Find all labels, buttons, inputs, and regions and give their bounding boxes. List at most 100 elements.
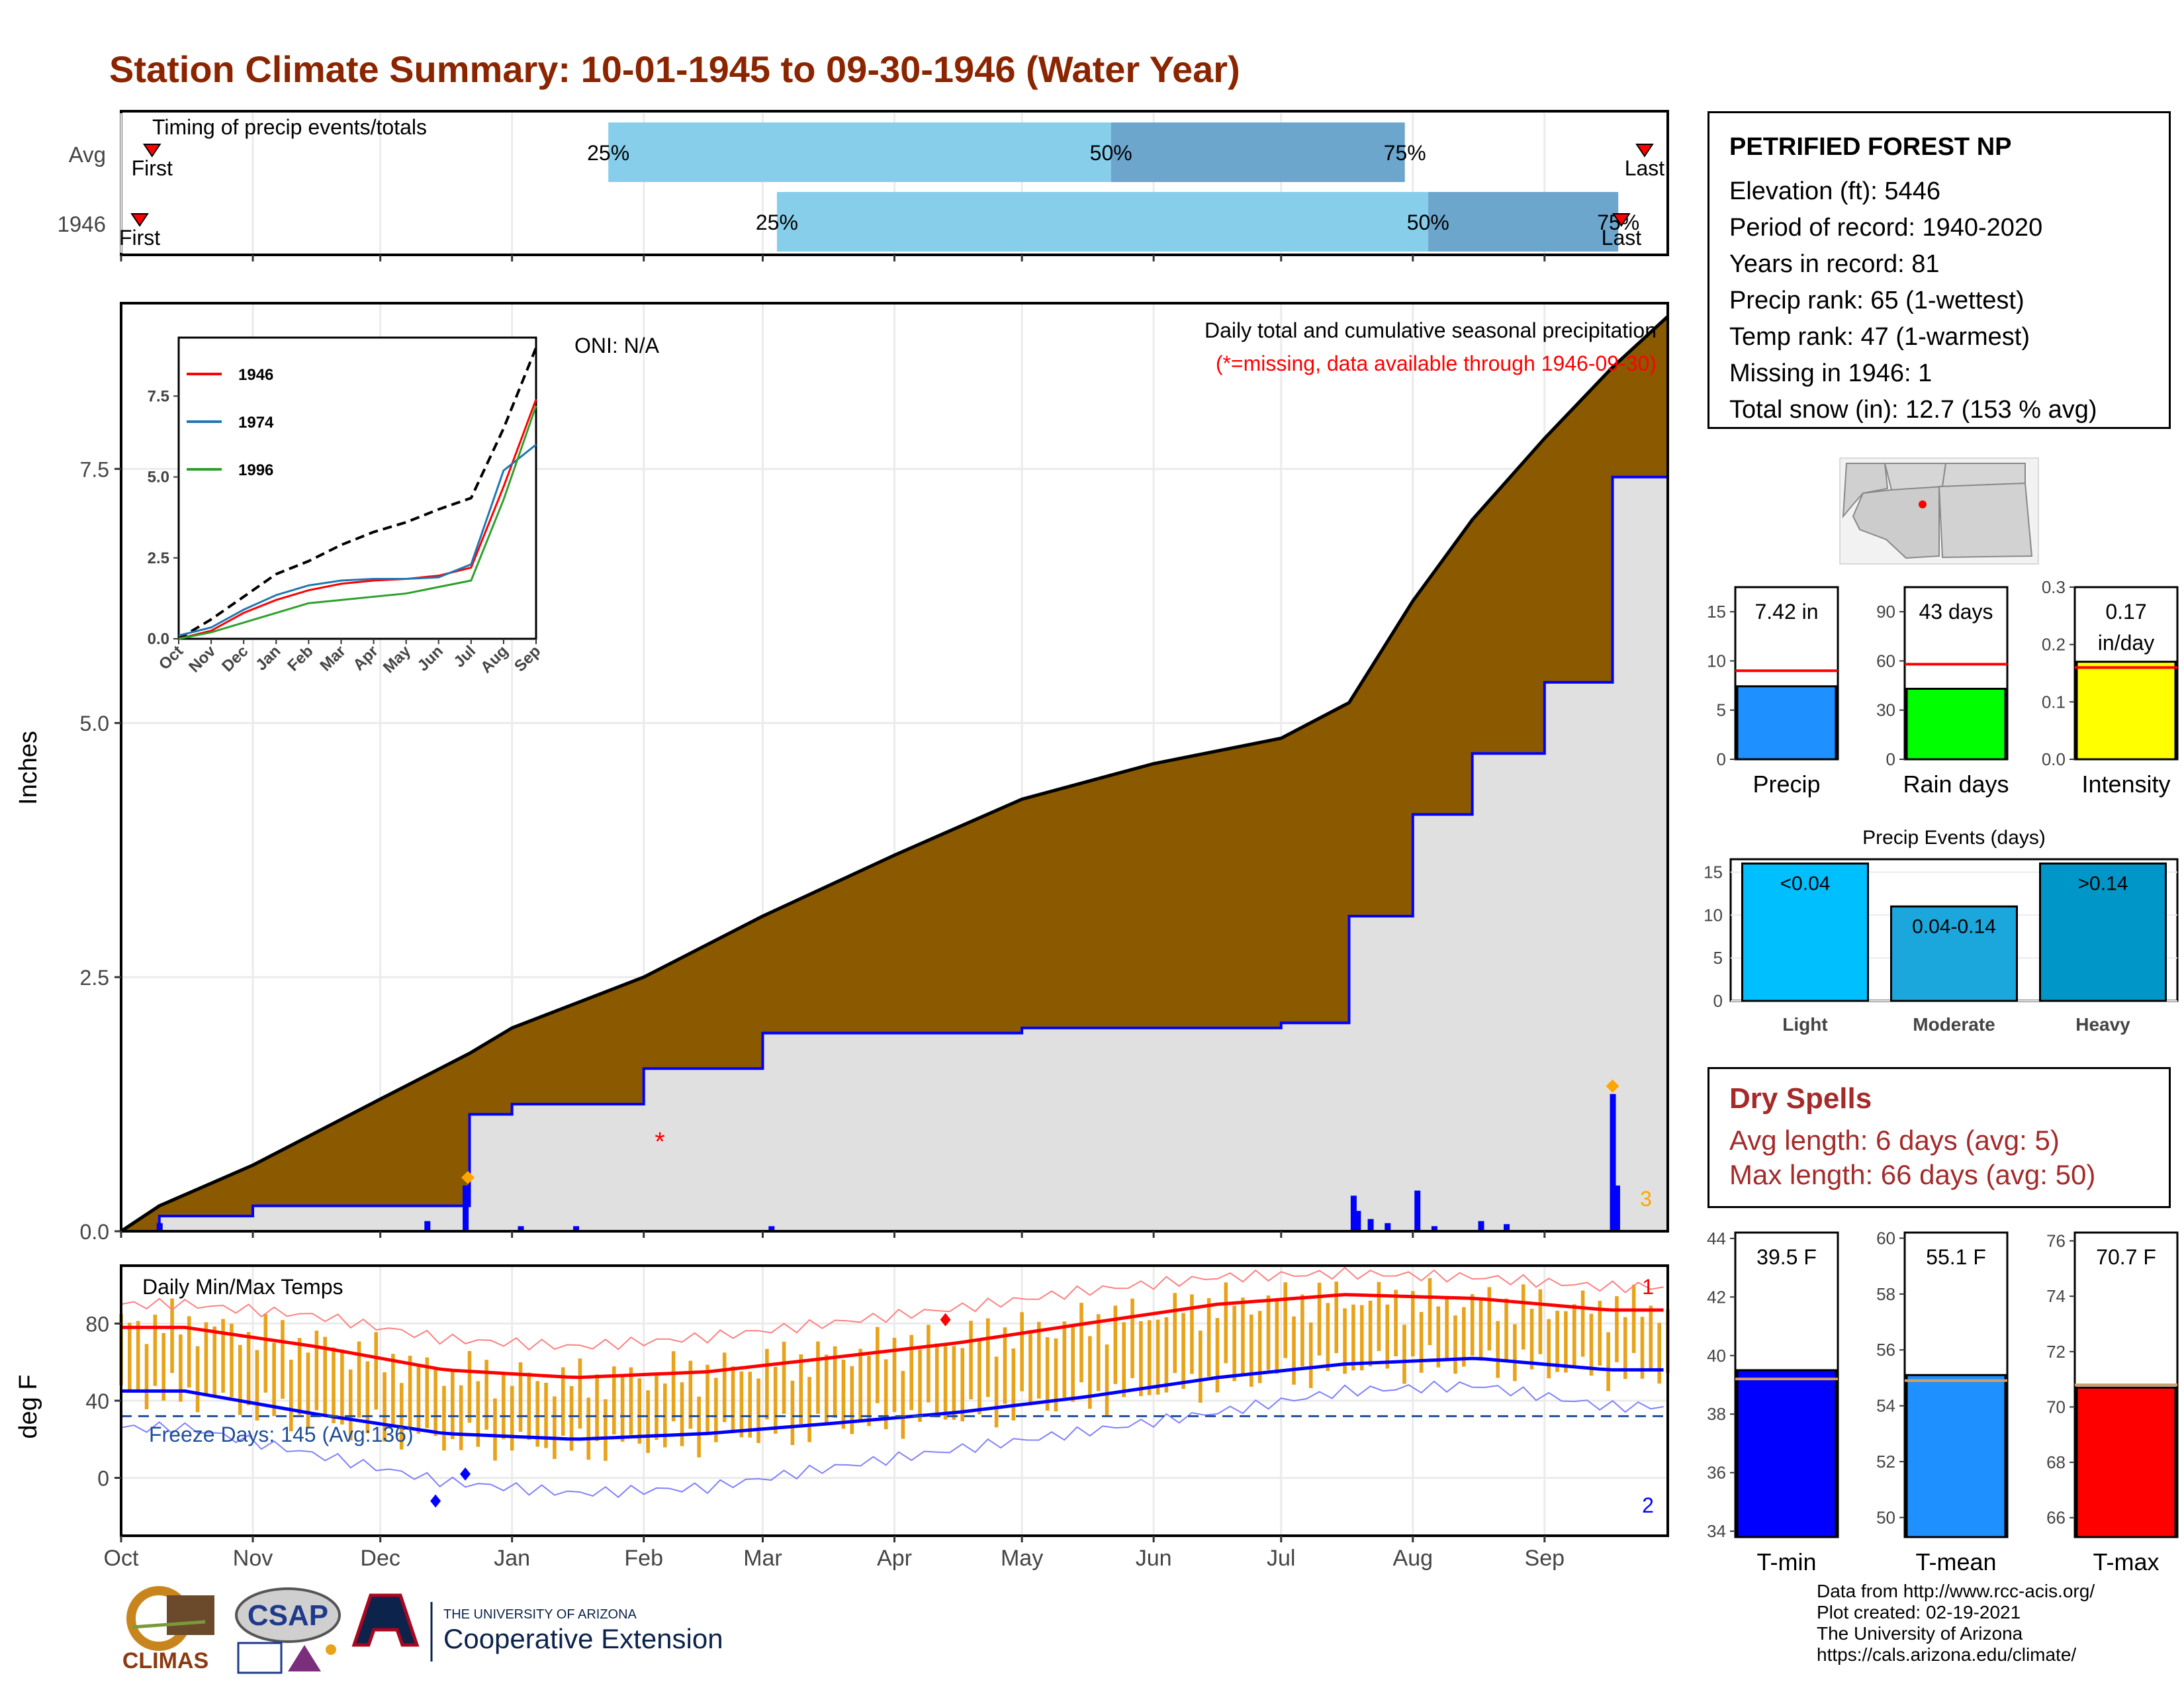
temp-ytick-label: 0: [97, 1467, 109, 1491]
tmean-summary-ytick-label: 50: [1876, 1507, 1895, 1527]
tmin-summary-ytick-label: 44: [1707, 1229, 1726, 1248]
tmax-summary-ytick-label: 74: [2046, 1286, 2066, 1306]
daily-temp-bar: [1564, 1311, 1568, 1373]
daily-temp-bar: [985, 1318, 990, 1397]
inset-legend-label: 1996: [238, 461, 273, 479]
timing-bar-q25-q50: [776, 192, 1428, 252]
dry-spells-box: Dry Spells Avg length: 6 days (avg: 5) M…: [1707, 1067, 2171, 1208]
daily-precip-bar: [1431, 1226, 1437, 1231]
daily-temp-bar: [425, 1357, 430, 1429]
timing-label-25: 25%: [587, 141, 629, 165]
daily-temp-bar: [1215, 1318, 1220, 1393]
avg-cumulative-line: [120, 315, 1669, 1233]
daily-temp-bar: [144, 1344, 149, 1410]
daily-temp-bar: [357, 1341, 361, 1418]
daily-temp-bar: [1011, 1348, 1016, 1421]
temp-ylabel: deg F: [15, 1374, 42, 1438]
station-missing: Missing in 1946: 1: [1729, 359, 1933, 387]
month-label: Feb: [624, 1546, 663, 1571]
record-high-count: 1: [1642, 1275, 1654, 1299]
csap-text: CSAP: [248, 1599, 328, 1632]
logo-strip: CLIMAS CSAP THE UNIVERSITY OF ARIZONA Co…: [122, 1586, 723, 1674]
first-label: First: [119, 226, 160, 250]
daily-temp-bar: [841, 1360, 846, 1429]
timing-label-50: 50%: [1407, 211, 1449, 234]
daily-temp-bar: [697, 1396, 701, 1458]
precip-summary-ytick-label: 15: [1707, 602, 1726, 622]
daily-temp-bar: [655, 1374, 659, 1440]
tmin-summary-bar: [1736, 1369, 1837, 1538]
inset-ytick-label: 2.5: [148, 549, 169, 567]
avg-min-line: [121, 1356, 1664, 1441]
tmin-summary-ytick-label: 34: [1707, 1521, 1726, 1541]
avg-max-line: [121, 1293, 1664, 1380]
daily-temp-bar: [578, 1358, 582, 1429]
record-low-count: 2: [1642, 1493, 1654, 1517]
daily-temp-bar: [1640, 1317, 1645, 1379]
daily-temp-bar: [756, 1378, 760, 1444]
daily-temp-bar: [1445, 1297, 1449, 1360]
map-state-ut: [1884, 463, 1947, 491]
month-label: Aug: [1393, 1546, 1433, 1571]
month-label: Mar: [743, 1546, 782, 1571]
daily-temp-bar: [212, 1326, 217, 1398]
daily-temp-bar: [1275, 1301, 1279, 1374]
snow-marker: [461, 1170, 475, 1184]
daily-precip-bar: [1355, 1211, 1361, 1231]
oni-label: ONI: N/A: [574, 334, 660, 357]
timing-label: Timing of precip events/totals: [152, 115, 427, 139]
inset-ytick-label: 7.5: [148, 387, 169, 405]
daily-temp-bar: [722, 1352, 727, 1423]
daily-temp-bar: [1453, 1315, 1457, 1374]
events-bar: [1741, 862, 1869, 1002]
inset-avg-line: [177, 347, 537, 640]
precip-summary-bar: [1736, 685, 1837, 761]
credits: Data from http://www.rcc-acis.org/ Plot …: [1817, 1581, 2095, 1665]
inset-legend-label: 1946: [238, 366, 273, 384]
precip-ylabel: Inches: [15, 731, 42, 805]
credit-line: Plot created: 02-19-2021: [1817, 1602, 2021, 1622]
daily-temp-bar: [1529, 1309, 1534, 1370]
precip-subheader: (*=missing, data available through 1946-…: [1216, 352, 1657, 375]
daily-temp-bar: [1257, 1311, 1262, 1383]
daily-temp-bar: [1130, 1298, 1134, 1378]
tmin-summary-ytick-label: 36: [1707, 1463, 1726, 1483]
daily-temp-bar: [535, 1381, 539, 1447]
daily-temp-bar: [1096, 1314, 1101, 1391]
inset-legend-label: 1974: [238, 414, 274, 432]
events-bar-label: <0.04: [1780, 872, 1831, 894]
temp-panel: 0 40 80 deg F Daily Min/Max Temps Freeze D…: [15, 1264, 1670, 1571]
tmean-summary-ytick-label: 58: [1876, 1284, 1895, 1304]
daily-temp-bar: [1631, 1284, 1636, 1353]
daily-temp-bar: [179, 1334, 183, 1402]
daily-temp-bar: [824, 1354, 829, 1425]
tmax-summary-ytick-label: 76: [2046, 1231, 2066, 1251]
dry-spells-avg: Avg length: 6 days (avg: 5): [1729, 1125, 2060, 1156]
daily-temp-bar: [1036, 1321, 1041, 1399]
intensity-summary-ytick-label: 0.3: [2042, 577, 2066, 597]
summary-charts: 0 5 10 15 7.42 in Precip 0 30 60 90 43 days Rain da…: [1704, 577, 2179, 1575]
precip-summary-ytick-label: 10: [1707, 651, 1726, 671]
daily-precip-bar: [1614, 1185, 1620, 1231]
month-label: Oct: [104, 1546, 139, 1571]
rain-days-summary-bar: [1905, 688, 2007, 761]
daily-temp-bar: [1250, 1314, 1253, 1387]
daily-temp-bar: [459, 1385, 463, 1450]
daily-temp-bar: [1504, 1298, 1508, 1360]
daily-temp-bar: [1003, 1327, 1007, 1404]
daily-temp-bar: [306, 1352, 310, 1427]
daily-temp-bar: [289, 1360, 293, 1432]
daily-temp-bar: [1232, 1305, 1236, 1382]
first-label: First: [132, 156, 173, 180]
daily-temp-bar: [1580, 1290, 1585, 1357]
daily-temp-bar: [1045, 1337, 1050, 1411]
month-label: May: [1001, 1546, 1043, 1571]
daily-temp-bar: [1419, 1311, 1424, 1373]
daily-temp-bar: [1377, 1282, 1381, 1351]
month-label: Apr: [877, 1546, 912, 1571]
first-marker: [130, 213, 149, 227]
daily-temp-bar: [1487, 1287, 1492, 1351]
station-map: [1839, 457, 2039, 565]
daily-temp-bar: [816, 1341, 820, 1414]
